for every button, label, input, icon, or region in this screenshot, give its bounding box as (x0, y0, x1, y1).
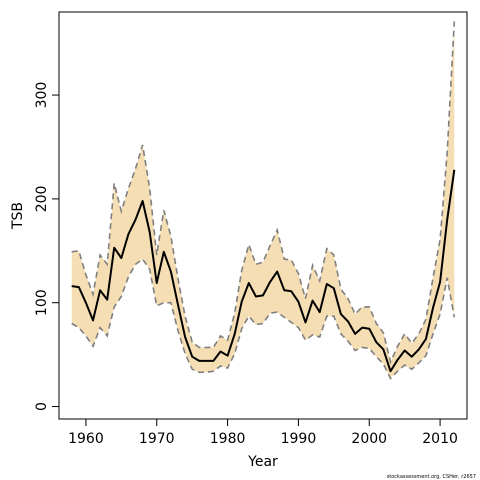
credit-note: stockassessment.org, CSHer, r2657 (387, 474, 476, 480)
x-tick-label: 1960 (68, 431, 104, 447)
x-tick-label: 2000 (351, 431, 387, 447)
confidence-band (71, 21, 455, 379)
tsb-estimate-line (71, 169, 456, 373)
y-tick-label: 100 (34, 289, 50, 316)
y-tick-label: 0 (34, 402, 50, 411)
x-axis: 1960 1970 1980 1990 2000 2010 (68, 419, 458, 447)
y-tick-label: 200 (34, 186, 50, 213)
x-tick-label: 2010 (422, 431, 458, 447)
plot-frame (58, 11, 468, 420)
x-axis-title: Year (247, 454, 278, 470)
x-tick-label: 1990 (281, 431, 317, 447)
series-layer (71, 21, 456, 380)
y-axis-title: TSB (10, 202, 26, 230)
confidence-band-layer (71, 21, 455, 379)
x-tick-label: 1970 (139, 431, 175, 447)
upper-bound-line (71, 21, 456, 365)
y-tick-label: 300 (34, 82, 50, 109)
x-tick-label: 1980 (210, 431, 246, 447)
lower-bound-line (71, 257, 456, 380)
y-axis: 0 100 200 300 (34, 82, 59, 411)
